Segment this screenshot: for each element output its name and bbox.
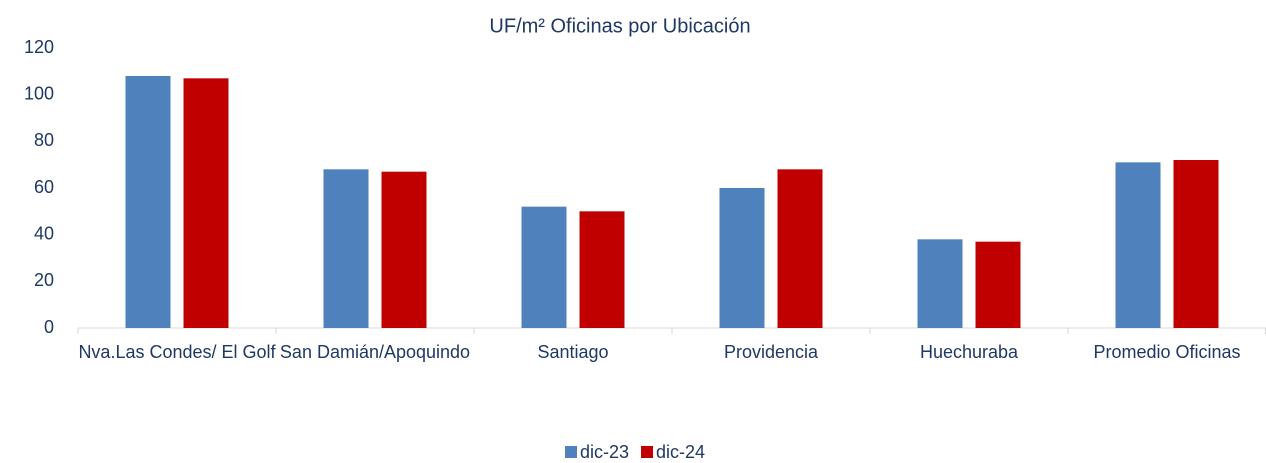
x-tick-label-box: Santiago xyxy=(537,342,609,362)
bar xyxy=(521,206,567,328)
bar xyxy=(125,76,171,328)
x-tick-label-box: Providencia xyxy=(723,342,819,362)
legend-label: dic-24 xyxy=(656,442,705,462)
y-tick-label: 100 xyxy=(24,83,54,103)
bar xyxy=(381,171,427,328)
bar xyxy=(579,211,625,328)
x-tick-label-box: San Damián/Apoquindo xyxy=(279,342,471,362)
x-tick-label: Santiago xyxy=(537,342,609,362)
x-tick-label-box: Promedio Oficinas xyxy=(1093,342,1241,362)
bar xyxy=(917,239,963,328)
y-tick-label: 60 xyxy=(34,177,54,197)
bar xyxy=(183,78,229,328)
bar xyxy=(1173,160,1219,328)
legend-swatch xyxy=(565,446,577,458)
x-tick-label: Huechuraba xyxy=(919,342,1019,362)
bar xyxy=(975,241,1021,328)
x-tick-label: Providencia xyxy=(723,342,819,362)
x-tick-label-box: Huechuraba xyxy=(919,342,1019,362)
x-tick-label: Nva.Las Condes/ El Golf xyxy=(78,342,276,362)
bar xyxy=(777,169,823,328)
y-tick-label: 40 xyxy=(34,223,54,243)
y-tick-label: 80 xyxy=(34,130,54,150)
y-tick-label: 120 xyxy=(24,37,54,57)
y-tick-label: 20 xyxy=(34,270,54,290)
legend-swatch xyxy=(641,446,654,458)
bar xyxy=(719,188,765,328)
legend-label: dic-23 xyxy=(580,442,629,462)
x-tick-label-box: Nva.Las Condes/ El Golf xyxy=(78,342,276,362)
y-tick-label: 0 xyxy=(44,317,54,337)
chart-title: UF/m² Oficinas por Ubicación xyxy=(489,15,750,37)
x-tick-label: Promedio Oficinas xyxy=(1093,342,1241,362)
bar xyxy=(1115,162,1161,328)
bar xyxy=(323,169,369,328)
x-tick-label: San Damián/Apoquindo xyxy=(279,342,471,362)
